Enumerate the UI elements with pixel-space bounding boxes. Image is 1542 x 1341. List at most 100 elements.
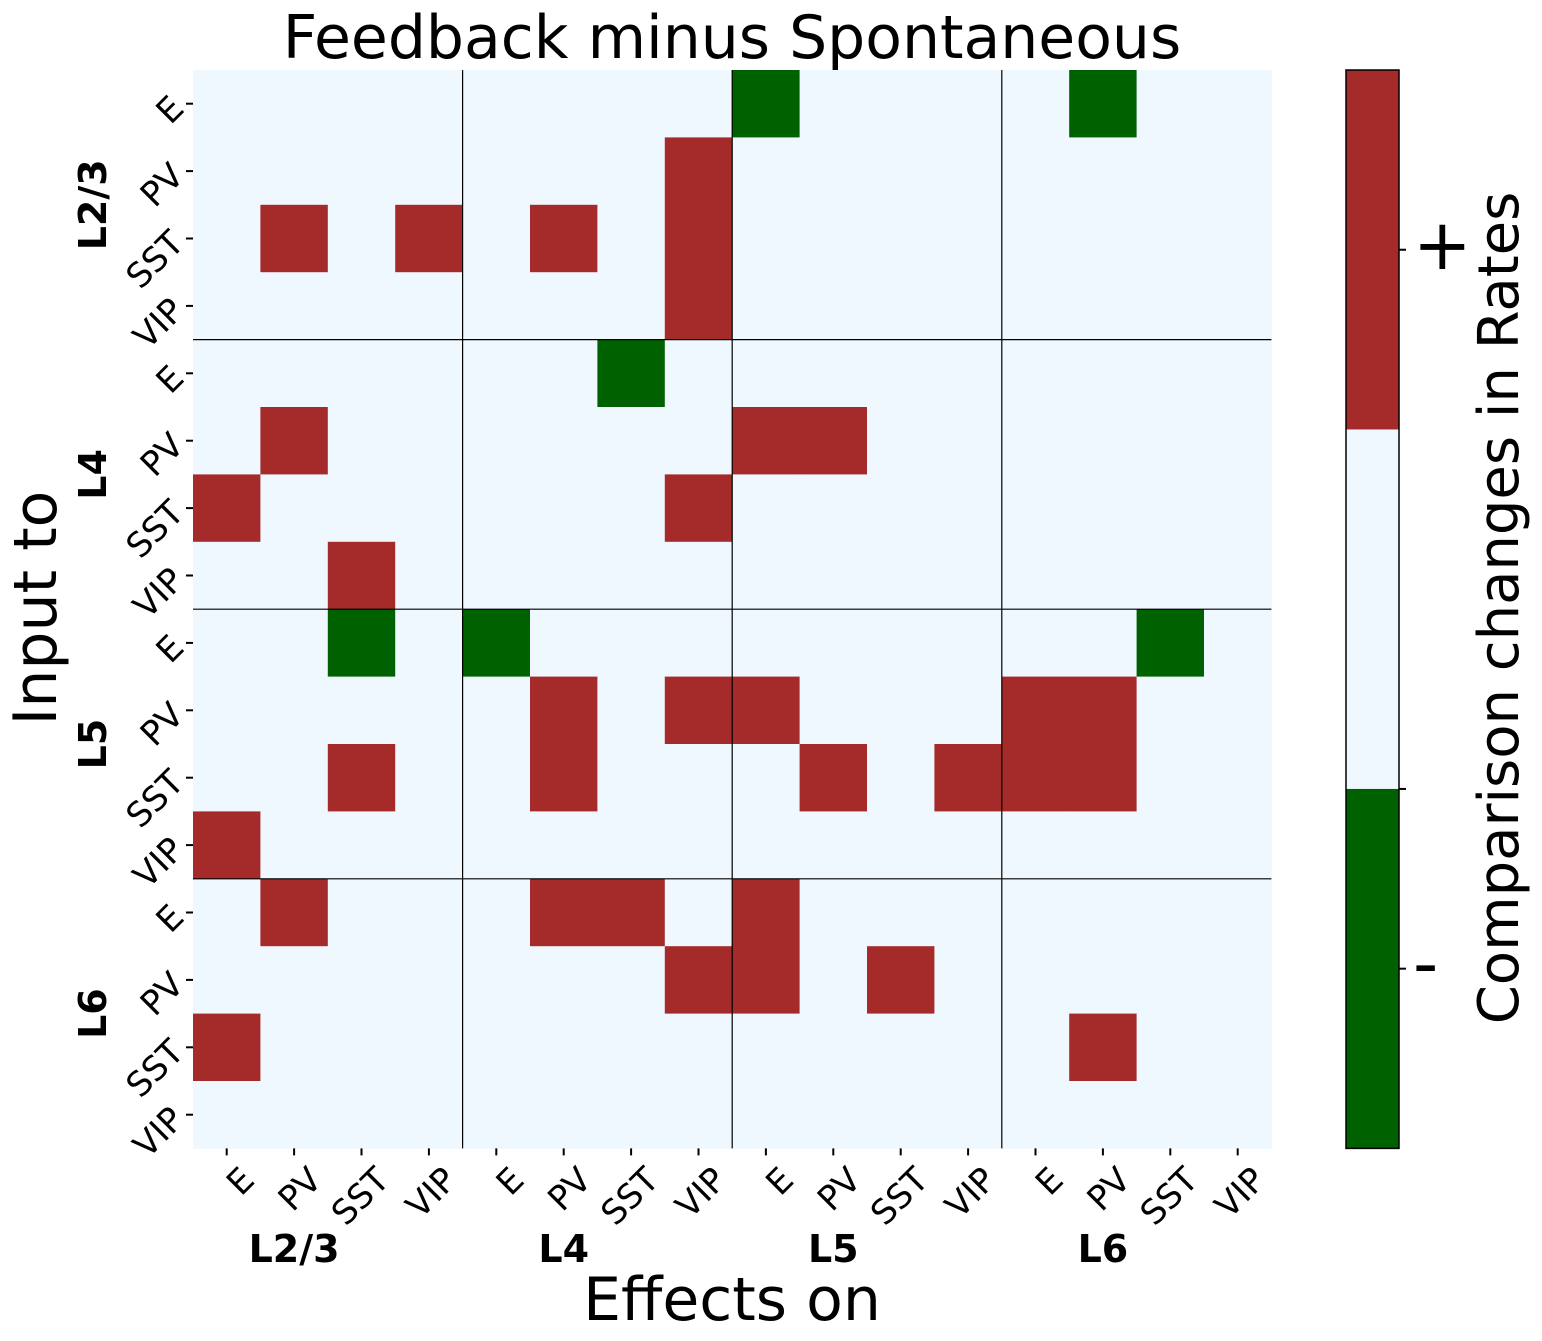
heatmap-cell [664,474,733,543]
heatmap-cell [260,204,329,273]
heatmap-cell [462,1081,531,1149]
heatmap-cell [462,70,531,138]
heatmap-cell [1069,744,1138,812]
y-tick-label: SST [119,223,193,297]
heatmap-cell [732,541,801,610]
heatmap-cell [530,878,598,947]
y-tick-label: E [149,358,192,401]
heatmap-cell [867,878,935,947]
heatmap-cell [327,137,396,206]
heatmap-cell [664,609,733,678]
x-tick-label: SST [1133,1160,1207,1234]
heatmap-cell [395,744,464,812]
heatmap-cell [664,1013,733,1082]
heatmap-cell [934,339,1003,408]
heatmap-cell [799,541,868,610]
heatmap-cell [1001,609,1070,678]
colorbar-segment [1346,429,1399,790]
heatmap-cell [1204,744,1272,812]
x-tick-label: VIP [668,1160,734,1226]
heatmap-cell [1136,272,1205,341]
heatmap-cell [1204,676,1272,745]
heatmap-cell [1069,474,1138,543]
heatmap-cell [799,811,868,880]
heatmap-cell [664,1081,733,1149]
heatmap-cell [1069,272,1138,341]
heatmap-cell [867,1081,935,1149]
heatmap-cell [1136,811,1205,880]
heatmap-cell [597,811,666,880]
heatmap-cell [597,1013,666,1082]
heatmap-cell [867,272,935,341]
heatmap-cell [1136,339,1205,408]
heatmap-cell [934,744,1003,812]
y-axis-label: Input to [1,491,71,726]
heatmap-cell [1136,609,1205,678]
heatmap-cell [193,744,261,812]
heatmap-cell [799,407,868,475]
heatmap-cell [732,676,801,745]
heatmap-cell [1204,474,1272,543]
heatmap-cell [1204,70,1272,138]
heatmap-cell [395,70,464,138]
heatmap-cell [462,339,531,408]
heatmap-cell [867,676,935,745]
heatmap-cell [395,811,464,880]
heatmap-cell [1001,407,1070,475]
y-tick-label: E [149,897,192,940]
heatmap-cell [1136,407,1205,475]
heatmap-cell [1069,339,1138,408]
heatmap-cell [732,1081,801,1149]
heatmap-cell [1069,1081,1138,1149]
heatmap-cell [867,407,935,475]
heatmap-cell [799,474,868,543]
heatmap-cell [934,1081,1003,1149]
y-tick-label: VIP [126,291,192,357]
heatmap-cell [732,474,801,543]
heatmap-cell [732,744,801,812]
heatmap-cell [732,946,801,1015]
group-dividers [193,70,1272,1149]
heatmap-cell [530,541,598,610]
heatmap-cell [1069,878,1138,947]
heatmap-cell [1069,676,1138,745]
heatmap-cell [395,204,464,273]
heatmap-cell [1204,609,1272,678]
heatmap-cell [597,676,666,745]
heatmap-cell [597,609,666,678]
heatmap-cell [530,407,598,475]
heatmap-cell [260,878,329,947]
heatmap-cell [934,474,1003,543]
y-tick-label: PV [133,965,192,1024]
heatmap-cell [867,204,935,273]
heatmap-cell [327,541,396,610]
heatmap-cell [530,811,598,880]
heatmap-cell [327,1013,396,1082]
heatmap-cell [462,609,531,678]
heatmap-cell [732,70,801,138]
column-group-label: L4 [538,1227,589,1271]
x-tick-label: PV [810,1160,869,1219]
heatmap-cell [260,744,329,812]
heatmap-cell [664,407,733,475]
heatmap-cell [1136,676,1205,745]
x-tick-label: E [219,1160,262,1203]
heatmap-cell [597,744,666,812]
heatmap-cell [732,204,801,273]
heatmap-cell [664,70,733,138]
x-tick-label: PV [271,1160,330,1219]
colorbar-segment [1346,788,1399,1149]
heatmap-cell [462,811,531,880]
heatmap-cell [1069,609,1138,678]
heatmap-cell [327,946,396,1015]
heatmap-cell [732,407,801,475]
heatmap-cell [260,272,329,341]
heatmap-cell [664,204,733,273]
heatmap-cell [530,339,598,408]
y-tick-label: VIP [126,830,192,896]
heatmap-cell [799,272,868,341]
heatmap-cell [934,676,1003,745]
heatmap-cell [1204,878,1272,947]
heatmap-cell [867,744,935,812]
